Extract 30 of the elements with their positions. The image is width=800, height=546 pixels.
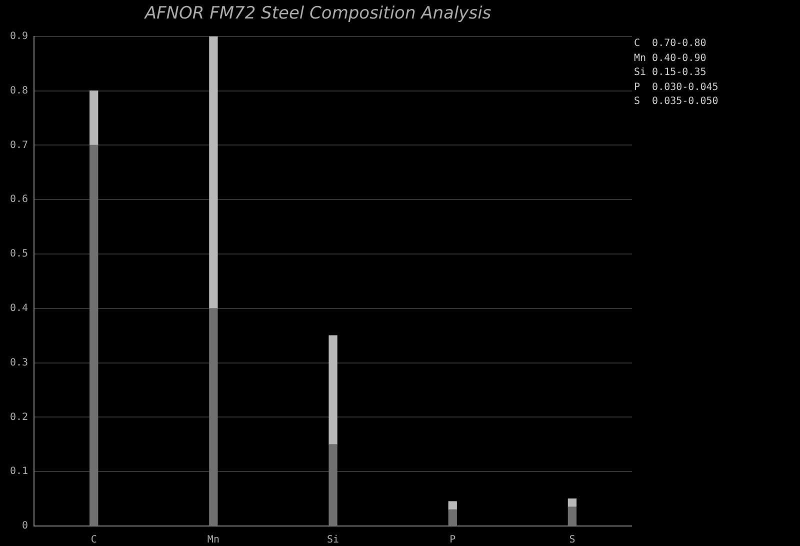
- y-tick-label: 0.3: [10, 357, 28, 368]
- text: C 0.70-0.80: [634, 37, 708, 51]
- y-tick-label: 0: [22, 520, 28, 532]
- text: P 0.030-0.045: [634, 80, 718, 95]
- chart-title: AFNOR FM72 Steel Composition Analysis: [144, 4, 492, 24]
- bar: [209, 36, 218, 309]
- x-tick-label: S: [569, 534, 576, 546]
- x-tick-label: C: [90, 534, 97, 546]
- x-tick-label: P: [450, 534, 456, 546]
- x-tick-label: Si: [327, 534, 340, 546]
- bar: [328, 335, 338, 445]
- x-tick-label: Mn: [207, 534, 220, 546]
- y-tick-label: 0.4: [10, 302, 28, 314]
- y-tick-label: 0.7: [10, 140, 28, 151]
- bar: [568, 506, 577, 526]
- y-tick-label: 0.9: [10, 30, 28, 42]
- y-tick-label: 0.6: [10, 194, 28, 206]
- y-tick-label: 0.2: [10, 412, 28, 423]
- y-tick-label: 0.1: [10, 466, 28, 478]
- text: S 0.035-0.050: [634, 95, 718, 110]
- text: Mn 0.40-0.90: [634, 52, 708, 66]
- bar: [448, 509, 457, 526]
- bar: [328, 444, 338, 526]
- bar: [90, 144, 98, 526]
- bar: [448, 501, 457, 510]
- y-tick-label: 0.8: [10, 85, 28, 96]
- text: Si 0.15-0.35: [634, 66, 708, 80]
- bar: [90, 90, 98, 146]
- bar: [209, 308, 218, 526]
- y-tick-label: 0.5: [10, 248, 28, 260]
